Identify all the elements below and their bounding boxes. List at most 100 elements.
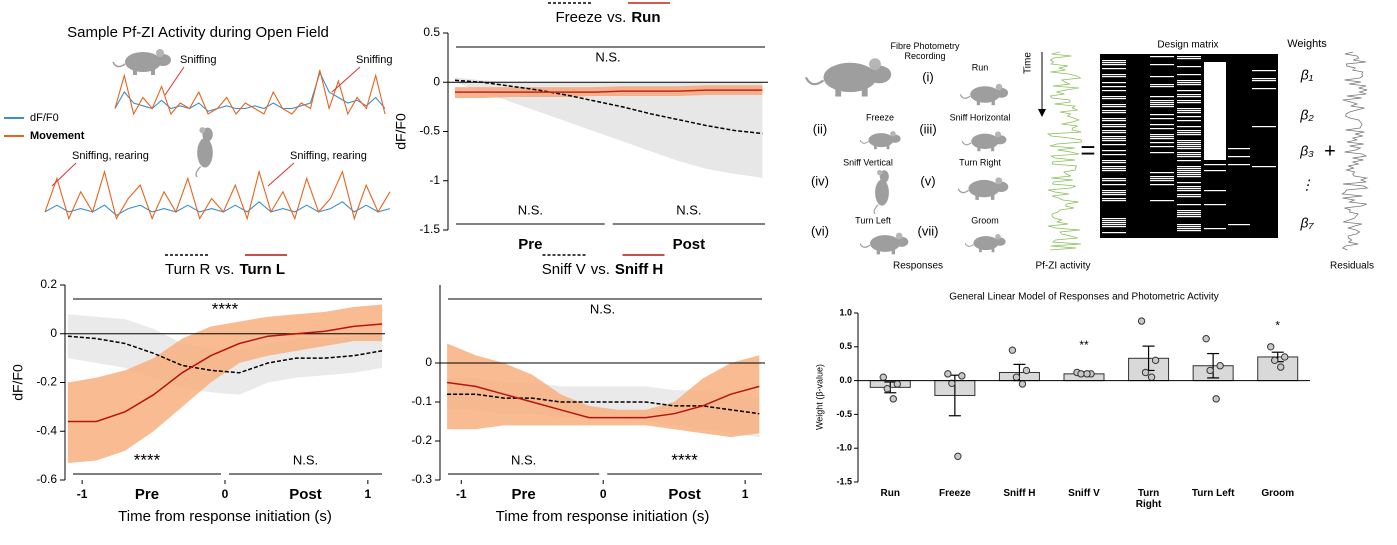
data-point xyxy=(1202,334,1210,343)
significance-label: N.S. xyxy=(511,452,536,467)
design-matrix-row xyxy=(1177,154,1201,156)
design-matrix-row xyxy=(1228,148,1250,150)
error-band xyxy=(447,343,760,438)
y-tick-label: -0.3 xyxy=(411,472,432,486)
x-axis-label: Time from response initiation (s) xyxy=(496,508,710,525)
design-matrix-row xyxy=(1228,156,1250,158)
mouse-icon xyxy=(960,83,1009,106)
design-matrix-row xyxy=(1150,128,1174,130)
series-line xyxy=(447,393,760,415)
design-matrix-row xyxy=(1102,222,1126,224)
legend-label: Freeze xyxy=(555,9,602,26)
design-matrix-row xyxy=(1177,174,1201,176)
design-matrix-row xyxy=(1102,90,1126,92)
legend-label: Sniff V xyxy=(542,261,586,278)
design-matrix-row xyxy=(1177,80,1201,82)
matrix-label: Design matrix xyxy=(1157,40,1218,51)
design-matrix-row xyxy=(1150,178,1174,180)
design-matrix-row xyxy=(1150,134,1174,136)
design-matrix-row xyxy=(1252,166,1276,168)
y-tick-label: 0 xyxy=(425,355,432,369)
series-line xyxy=(67,323,383,423)
plus-sign: + xyxy=(1324,140,1336,162)
design-matrix-row xyxy=(1102,82,1126,84)
x-tick-label: 1 xyxy=(365,487,372,501)
x-tick-label: Sniff H xyxy=(1003,488,1036,499)
design-matrix-row xyxy=(1102,192,1126,194)
design-matrix-row xyxy=(1177,66,1201,68)
response-name: Groom xyxy=(971,215,999,225)
design-matrix-row xyxy=(1102,190,1126,192)
response-name: Turn Right xyxy=(959,157,1001,167)
x-tick-label: -1 xyxy=(77,487,88,501)
design-matrix-row xyxy=(1102,200,1126,202)
response-name: Sniff Horizontal xyxy=(950,112,1011,122)
design-matrix-row xyxy=(1177,204,1201,206)
chart-title: General Linear Model of Responses and Ph… xyxy=(949,292,1219,303)
significance-label: N.S. xyxy=(595,49,620,64)
y-tick-label: -0.6 xyxy=(36,472,57,486)
design-matrix-row xyxy=(1150,84,1174,86)
annotation-arrow xyxy=(51,162,77,187)
design-matrix-row xyxy=(1102,178,1126,180)
design-matrix-row xyxy=(1150,106,1174,108)
time-arrowhead xyxy=(1038,109,1046,117)
x-tick-label: Groom xyxy=(1261,488,1295,499)
response-index: (vi) xyxy=(811,223,829,238)
weights-label: Weights xyxy=(1287,38,1327,50)
design-matrix-row xyxy=(1150,64,1174,66)
design-matrix-row xyxy=(1150,152,1174,154)
data-point xyxy=(889,395,897,403)
design-matrix-row xyxy=(1177,134,1201,136)
significance-label: * xyxy=(1275,318,1280,332)
data-point xyxy=(1216,362,1224,370)
response-name: Freeze xyxy=(866,112,894,122)
design-matrix-row xyxy=(1102,224,1126,226)
data-point xyxy=(958,372,966,380)
data-point xyxy=(1206,366,1214,375)
mouse-icon xyxy=(965,233,1007,253)
design-matrix-row xyxy=(1252,126,1276,128)
design-matrix-row xyxy=(1252,78,1276,80)
significance-label: **** xyxy=(134,450,161,469)
y-tick-label: 0.5 xyxy=(839,341,852,351)
design-matrix-row xyxy=(1204,204,1226,206)
design-matrix-row xyxy=(1177,176,1201,178)
design-matrix-row xyxy=(1150,142,1174,144)
design-matrix-row xyxy=(1177,194,1201,196)
design-matrix-row xyxy=(1177,132,1201,134)
design-matrix-row xyxy=(1150,146,1174,148)
mouse-icon xyxy=(860,130,902,150)
design-matrix-row xyxy=(1177,214,1201,216)
response-index: (i) xyxy=(922,69,934,84)
y-tick-label: -1.5 xyxy=(836,476,852,486)
design-matrix-row xyxy=(1102,138,1126,140)
mouse-icon xyxy=(961,130,1008,152)
series-line xyxy=(455,89,763,93)
data-point xyxy=(944,370,952,378)
design-matrix-row xyxy=(1177,116,1201,118)
design-matrix-row xyxy=(1177,96,1201,98)
response-index: (iii) xyxy=(919,121,936,136)
design-matrix-row xyxy=(1102,86,1126,88)
y-tick-label: -0.5 xyxy=(419,124,440,138)
design-matrix-row xyxy=(1150,200,1174,202)
trace-line xyxy=(44,169,391,221)
data-point xyxy=(1012,373,1021,381)
significance-label: **** xyxy=(212,299,239,318)
design-matrix-row xyxy=(1102,60,1126,62)
design-matrix-row xyxy=(1102,74,1126,76)
design-matrix-row xyxy=(1150,114,1174,116)
design-matrix-row xyxy=(1177,142,1201,144)
x-tick-label: Turn Left xyxy=(1191,488,1235,499)
design-matrix-row xyxy=(1150,100,1174,102)
data-point xyxy=(1151,356,1160,365)
chart-title: Turn R vs. Turn L xyxy=(165,261,285,278)
design-matrix-row xyxy=(1150,56,1174,58)
data-point xyxy=(1141,368,1150,377)
design-matrix-row xyxy=(1177,230,1201,232)
error-band xyxy=(454,77,763,178)
chart-title: Freeze vs. Run xyxy=(555,9,660,26)
